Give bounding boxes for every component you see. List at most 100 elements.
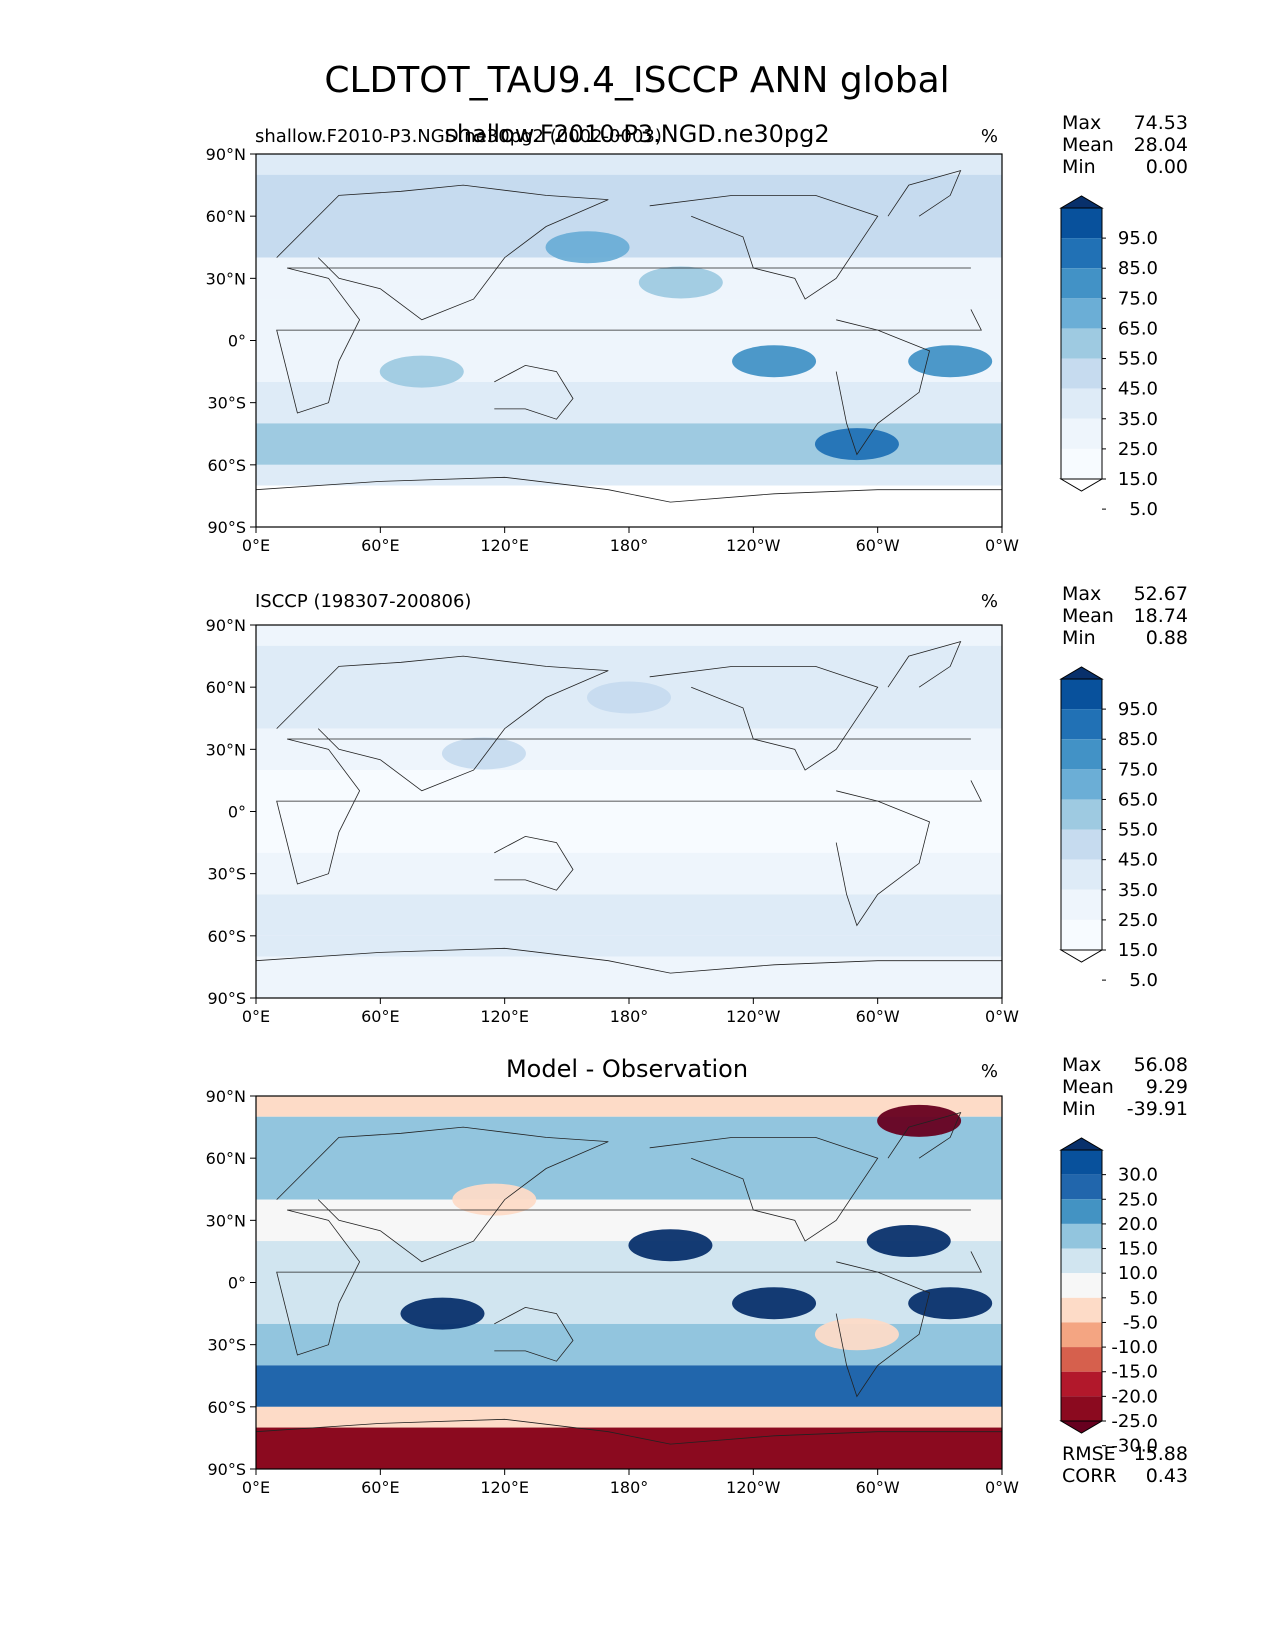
colorbar-swatch: [1061, 358, 1102, 389]
field-patch: [638, 266, 723, 299]
x-tick-label: 60°W: [856, 536, 900, 555]
stat-label: Min: [1062, 627, 1096, 649]
field-patch: [441, 737, 526, 770]
field-patch: [908, 1287, 993, 1320]
stat-value: 74.53: [1134, 112, 1188, 134]
colorbar-label: 5.0: [1129, 499, 1158, 520]
panel-units: %: [981, 1061, 998, 1082]
y-tick-label: 60°S: [207, 927, 246, 946]
y-tick-label: 60°N: [206, 207, 246, 226]
y-tick-label: 90°N: [206, 1087, 246, 1106]
colorbar-extend-min: [1059, 949, 1104, 963]
y-axis-ticks: 90°N 60°N 30°N 0° 30°S 60°S 90°S: [206, 616, 256, 1008]
field-patch: [866, 1225, 951, 1258]
x-tick-label: 120°E: [480, 1007, 529, 1026]
stat-value: 9.29: [1146, 1076, 1188, 1098]
colorbar-label: 15.0: [1118, 940, 1158, 961]
y-tick-label: 30°N: [206, 740, 246, 759]
colorbar-label: 75.0: [1118, 288, 1158, 309]
stat-label: Min: [1062, 1098, 1096, 1120]
field-patch: [545, 231, 630, 264]
x-tick-label: 120°W: [726, 1007, 781, 1026]
y-axis-ticks: 90°N 60°N 30°N 0° 30°S 60°S 90°S: [206, 1087, 256, 1479]
stats-box: Max 52.67 Mean 18.74 Min 0.88: [1062, 583, 1188, 649]
colorbar-label: 35.0: [1118, 880, 1158, 901]
colorbar-label: 25.0: [1118, 910, 1158, 931]
colorbar-extend-max: [1059, 195, 1104, 209]
panel-units: %: [981, 591, 998, 612]
coastline: [255, 947, 1002, 974]
colorbar-swatch: [1061, 448, 1102, 479]
coastline: [276, 738, 982, 885]
stat-label: CORR: [1062, 1465, 1117, 1487]
colorbar-label: -10.0: [1111, 1337, 1158, 1358]
stat-value: 56.08: [1134, 1054, 1188, 1076]
field-patch: [587, 681, 671, 714]
x-tick-label: 120°E: [480, 1478, 529, 1497]
colorbar-swatch: [1061, 889, 1102, 920]
field-patch: [400, 1297, 485, 1330]
field-band: [256, 1365, 1002, 1407]
y-tick-label: 90°N: [206, 616, 246, 635]
coastline: [835, 319, 930, 456]
x-tick-label: 0°E: [242, 1478, 270, 1497]
colorbar-label: 30.0: [1118, 1165, 1158, 1186]
field-patch: [732, 345, 817, 378]
y-tick-label: 30°S: [207, 1336, 246, 1355]
colorbar-swatch: [1061, 1248, 1102, 1274]
x-tick-label: 0°W: [985, 1478, 1019, 1497]
colorbar-swatch: [1061, 1297, 1102, 1323]
colorbar-swatch: [1061, 328, 1102, 359]
colorbar-swatch: [1061, 298, 1102, 329]
panel-difference: Model - Observation % 0°E 60°E 120°E 180° 12…: [206, 1054, 1188, 1497]
panel-title: shallow.F2010-P3.NGD.ne30pg2: [444, 120, 829, 148]
colorbar-label: 65.0: [1118, 318, 1158, 339]
colorbar-extend-max: [1059, 1137, 1104, 1151]
colorbar-swatch: [1061, 829, 1102, 860]
field-patch: [732, 1287, 817, 1320]
stat-value: 28.04: [1134, 134, 1188, 156]
field-band: [256, 1427, 1002, 1469]
field-band: [256, 956, 1002, 998]
x-tick-label: 0°E: [242, 1007, 270, 1026]
coastline: [255, 1418, 1002, 1445]
coastline: [255, 476, 1002, 503]
x-tick-label: 180°: [610, 1007, 649, 1026]
colorbar-swatch: [1061, 919, 1102, 950]
y-tick-label: 0°: [228, 1274, 246, 1293]
stat-label: Max: [1062, 112, 1101, 134]
stat-label: Max: [1062, 583, 1101, 605]
colorbar-frame: [1060, 1149, 1103, 1422]
field-patch: [908, 345, 993, 378]
figure-title: CLDTOT_TAU9.4_ISCCP ANN global: [324, 60, 949, 101]
panel-subtitle: ISCCP (198307-200806): [255, 591, 471, 612]
colorbar-extend-max: [1059, 666, 1104, 680]
y-tick-label: 0°: [228, 332, 246, 351]
colorbar-label: 15.0: [1118, 469, 1158, 490]
colorbar-label: 45.0: [1118, 850, 1158, 871]
colorbar-swatch: [1061, 679, 1102, 710]
coastline: [649, 1137, 879, 1242]
field-band: [256, 728, 1002, 771]
stat-label: Max: [1062, 1054, 1101, 1076]
x-tick-label: 180°: [610, 1478, 649, 1497]
x-tick-label: 60°E: [361, 1478, 399, 1497]
map-area: [255, 153, 1003, 528]
coastline: [276, 267, 982, 414]
coastline: [494, 1306, 574, 1362]
field-band: [256, 852, 1002, 895]
y-tick-label: 30°S: [207, 394, 246, 413]
stats-box: Max 56.08 Mean 9.29 Min -39.91: [1062, 1054, 1188, 1120]
colorbar: 30.0 25.0 20.0 15.0 10.0 5.0 -5.0 -10.0 -15.0 -20…: [1059, 1137, 1158, 1457]
y-axis-ticks: 90°N 60°N 30°N 0° 30°S 60°S 90°S: [206, 145, 256, 537]
x-tick-label: 120°W: [726, 536, 781, 555]
stat-label: Mean: [1062, 134, 1114, 156]
x-tick-label: 60°E: [361, 536, 399, 555]
field-band: [256, 770, 1002, 853]
x-tick-label: 60°E: [361, 1007, 399, 1026]
colorbar-swatch: [1061, 799, 1102, 830]
panel-units: %: [981, 126, 998, 147]
coastline: [276, 655, 609, 792]
field-band: [256, 935, 1002, 957]
colorbar-label: 15.0: [1118, 1239, 1158, 1260]
